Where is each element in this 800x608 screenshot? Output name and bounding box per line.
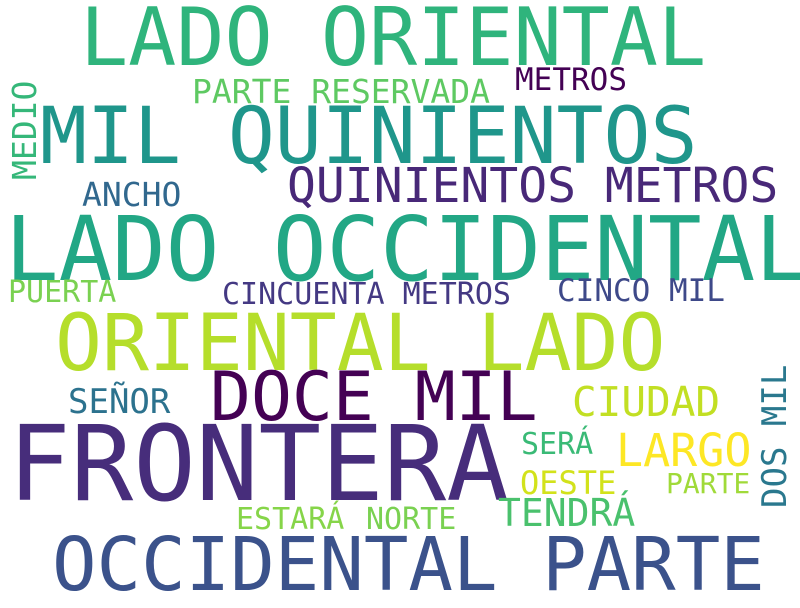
word-cinco-mil: CINCO MIL: [557, 273, 725, 309]
word-lado-oriental: LADO ORIENTAL: [80, 0, 707, 84]
word-ancho: ANCHO: [82, 175, 182, 214]
word-lado-occidental: LADO OCCIDENTAL: [5, 197, 800, 301]
word-oeste: OESTE: [520, 464, 617, 502]
word-sera: SERÁ: [521, 427, 594, 462]
word-medio: MEDIO: [5, 80, 44, 180]
word-metros: METROS: [515, 62, 627, 98]
word-doce-mil: DOCE MIL: [210, 358, 538, 437]
word-occidental-parte: OCCIDENTAL PARTE: [52, 522, 765, 608]
word-parte: PARTE: [666, 467, 751, 500]
word-frontera: FRONTERA: [8, 403, 509, 525]
word-oriental-lado: ORIENTAL LADO: [55, 299, 666, 389]
word-puerta: PUERTA: [8, 275, 117, 310]
word-ciudad: CIUDAD: [572, 378, 721, 426]
word-dos-mil: DOS MIL: [755, 364, 795, 508]
word-senor: SEÑOR: [68, 382, 171, 422]
word-cincuenta-metros: CINCUENTA METROS: [222, 277, 511, 312]
word-quinientos-metros: QUINIENTOS METROS: [287, 158, 779, 214]
word-tendra: TENDRÁ: [498, 491, 636, 535]
word-mil-quinientos: MIL QUINIENTOS: [40, 92, 698, 182]
word-parte-reservada: PARTE RESERVADA: [192, 72, 491, 111]
word-largo: LARGO: [616, 424, 752, 477]
word-estara: ESTARÁ: [236, 502, 345, 537]
word-norte: NORTE: [366, 502, 457, 537]
